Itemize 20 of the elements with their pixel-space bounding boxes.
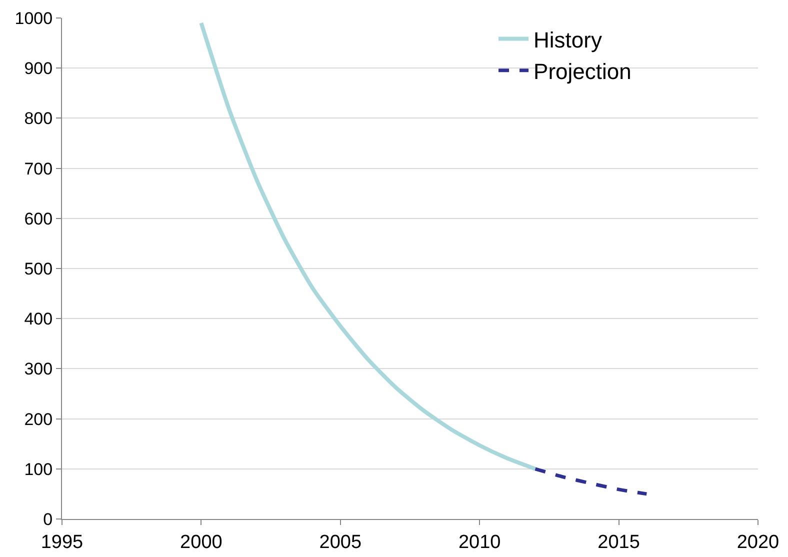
x-tick-label: 2010 <box>458 532 501 553</box>
x-tick-label: 2005 <box>319 532 362 553</box>
y-tick-label: 200 <box>24 410 53 429</box>
legend-label: Projection <box>534 58 632 84</box>
y-tick-label: 300 <box>24 360 53 379</box>
x-tick-label: 2020 <box>736 532 780 553</box>
y-tick-label: 900 <box>24 59 53 78</box>
legend-label: History <box>534 27 602 52</box>
x-tick-label: 2015 <box>598 532 640 553</box>
x-tick-label: 1995 <box>40 532 84 553</box>
x-tick-label: 2000 <box>180 532 222 553</box>
y-tick-label: 800 <box>24 109 53 128</box>
y-tick-label: 600 <box>24 209 53 228</box>
line-series <box>534 467 648 496</box>
y-tick-label: 100 <box>24 460 53 479</box>
y-tick-label: 700 <box>24 159 53 178</box>
y-tick-label: 400 <box>24 310 53 329</box>
y-tick-label: 500 <box>24 259 53 278</box>
y-tick-label: 1000 <box>14 8 53 28</box>
y-tick-label: 0 <box>43 510 53 529</box>
